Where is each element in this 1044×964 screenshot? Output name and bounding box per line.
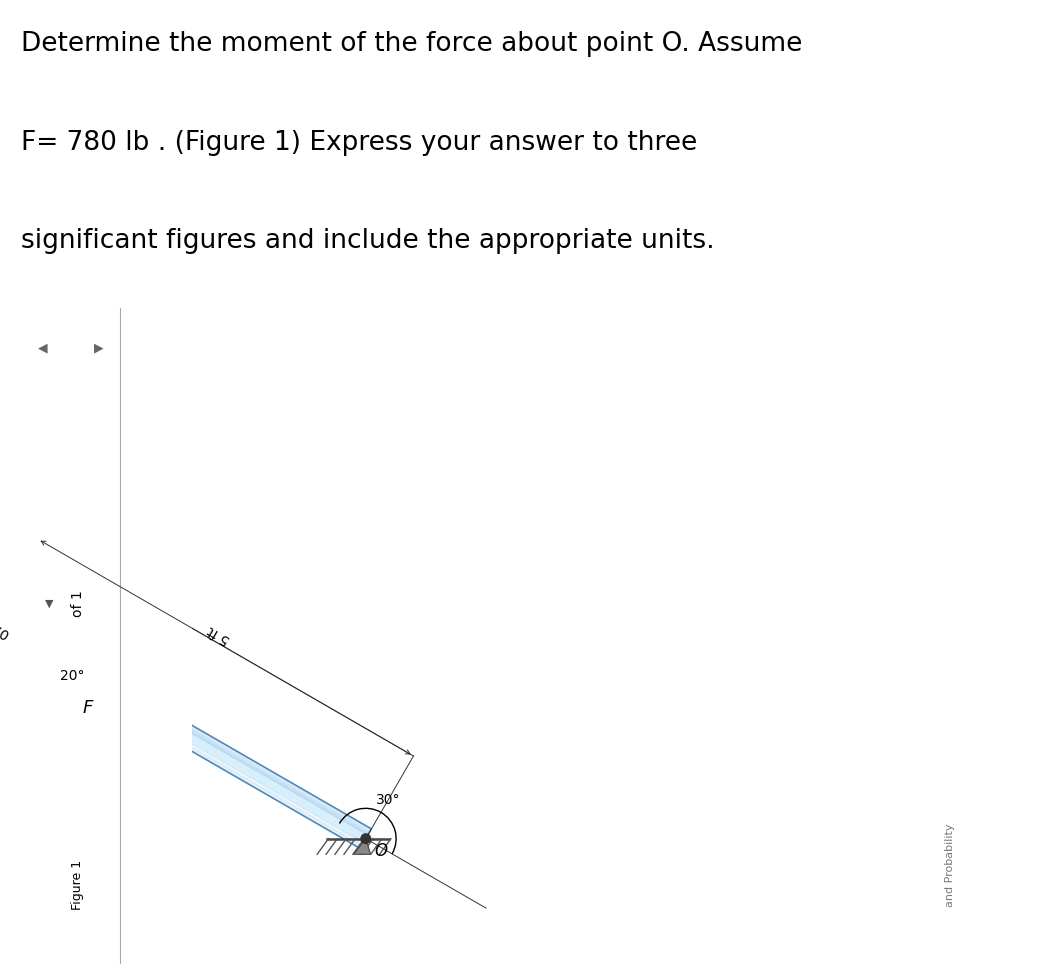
Polygon shape: [0, 627, 363, 844]
Polygon shape: [0, 626, 363, 844]
Polygon shape: [0, 619, 367, 837]
Polygon shape: [0, 629, 362, 846]
Polygon shape: [0, 616, 370, 834]
Text: 0.5 ft: 0.5 ft: [0, 610, 13, 641]
Polygon shape: [0, 624, 364, 842]
Text: ▼: ▼: [45, 599, 53, 608]
Polygon shape: [0, 621, 366, 839]
Polygon shape: [0, 612, 372, 830]
Polygon shape: [0, 625, 364, 843]
Circle shape: [361, 834, 371, 844]
Polygon shape: [0, 620, 366, 838]
Text: and Probability: and Probability: [945, 824, 955, 907]
Text: Figure 1: Figure 1: [71, 860, 84, 910]
Text: Determine the moment of the force about point O. Assume: Determine the moment of the force about …: [21, 31, 802, 57]
Text: O: O: [375, 842, 387, 860]
Polygon shape: [0, 629, 361, 847]
Polygon shape: [0, 630, 360, 848]
Polygon shape: [0, 623, 365, 841]
Text: ◀: ◀: [38, 341, 47, 354]
Text: 20°: 20°: [60, 669, 85, 683]
Polygon shape: [354, 839, 371, 854]
Text: 5 ft: 5 ft: [205, 623, 233, 647]
Polygon shape: [0, 622, 365, 840]
Text: 30°: 30°: [376, 792, 401, 807]
Polygon shape: [0, 617, 369, 835]
Polygon shape: [0, 614, 371, 832]
Polygon shape: [0, 615, 370, 833]
Polygon shape: [0, 613, 371, 831]
Text: F= 780 lb . (Figure 1) Express your answer to three: F= 780 lb . (Figure 1) Express your answ…: [21, 129, 697, 155]
Text: significant figures and include the appropriate units.: significant figures and include the appr…: [21, 228, 714, 254]
Polygon shape: [0, 628, 362, 845]
Text: ▶: ▶: [94, 341, 103, 354]
Text: of 1: of 1: [71, 590, 85, 617]
Text: F: F: [82, 699, 93, 717]
Polygon shape: [0, 618, 369, 836]
